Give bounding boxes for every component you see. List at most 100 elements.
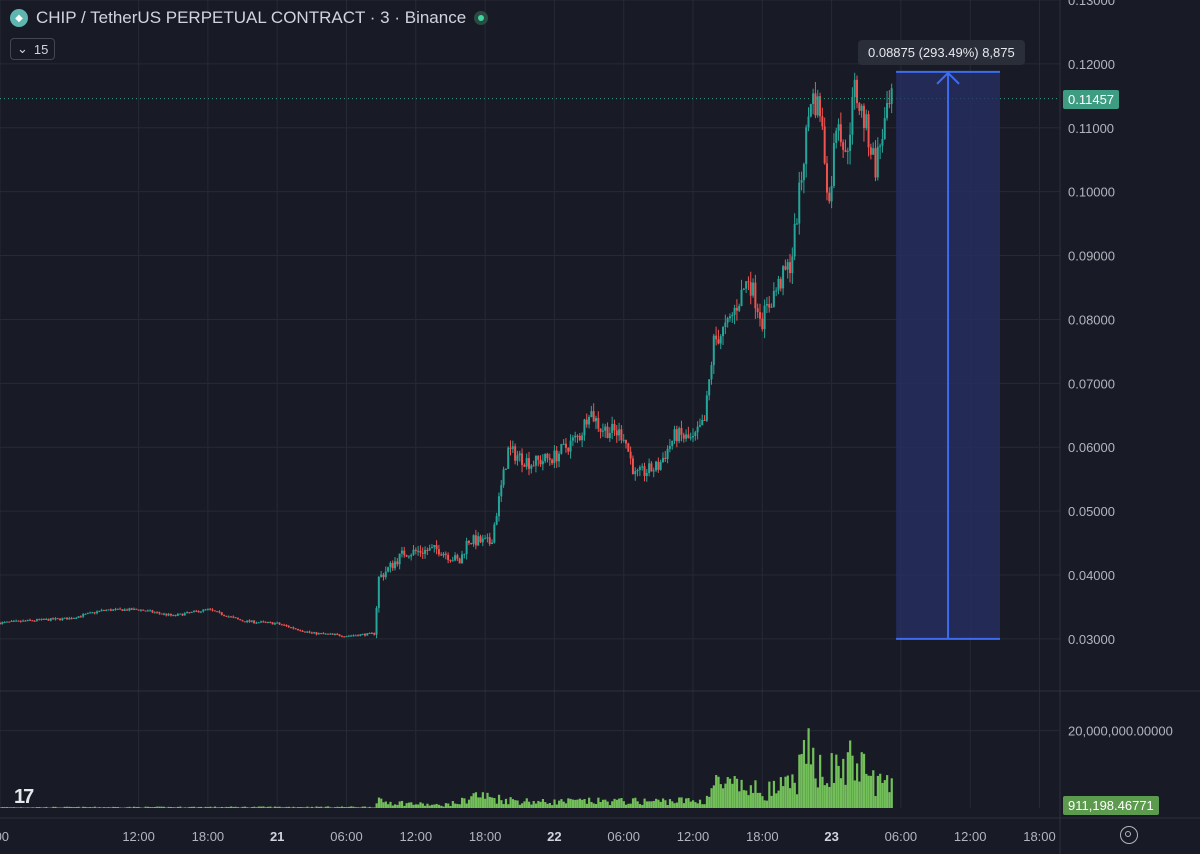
candle-body	[872, 148, 875, 155]
volume-bar	[114, 806, 117, 808]
candle-body	[442, 553, 445, 556]
volume-bar	[437, 804, 441, 808]
candle-body	[830, 186, 833, 202]
candle-body	[218, 611, 221, 613]
candle-body	[491, 542, 494, 545]
volume-bar	[812, 747, 815, 808]
candle-body	[248, 620, 251, 622]
candle-body	[144, 610, 147, 612]
candle-body	[209, 608, 212, 610]
candle-body	[493, 524, 496, 543]
volume-bar	[544, 802, 547, 808]
candle-body	[315, 632, 318, 635]
candle-body	[786, 262, 789, 270]
candle-body	[246, 620, 249, 623]
volume-bar	[188, 806, 191, 808]
market-status-icon[interactable]	[474, 11, 489, 25]
candle-body	[160, 613, 163, 615]
measure-arrow-head	[936, 71, 960, 85]
volume-bar	[488, 796, 491, 808]
candle-body	[290, 627, 293, 629]
volume-bar	[835, 754, 838, 808]
candle-body	[518, 453, 521, 456]
candle-body	[537, 455, 540, 460]
volume-bar	[82, 806, 85, 808]
gear-icon[interactable]	[1120, 826, 1138, 844]
candle-body	[414, 549, 417, 552]
candle-body	[435, 545, 438, 550]
volume-bar	[800, 753, 803, 808]
volume-bar	[673, 803, 676, 808]
candle-body	[865, 114, 868, 129]
volume-bar	[532, 801, 535, 808]
tradingview-logo[interactable]: 17	[14, 786, 34, 808]
candle-body	[798, 182, 801, 224]
candle-body	[558, 453, 561, 462]
candle-body	[232, 616, 235, 618]
candle-body	[156, 612, 159, 614]
candle-body	[52, 618, 55, 620]
volume-bar	[186, 807, 189, 808]
volume-bar	[560, 799, 563, 808]
volume-bar	[223, 807, 226, 808]
candle-body	[303, 631, 306, 633]
volume-bar	[601, 799, 605, 808]
candle-body	[424, 549, 427, 554]
candle-body	[387, 567, 390, 572]
volume-tick-label: 20,000,000.00000	[1068, 724, 1173, 739]
volume-bar	[599, 801, 602, 808]
candle-body	[839, 124, 842, 143]
candle-body	[68, 618, 71, 620]
volume-bar	[440, 805, 443, 808]
price-tick-label: 0.11000	[1068, 121, 1114, 136]
volume-bar	[1, 807, 4, 808]
candle-body	[352, 635, 355, 637]
candle-body	[130, 608, 133, 610]
candle-body	[24, 620, 27, 622]
candle-body	[225, 615, 228, 617]
volume-bar	[849, 740, 852, 808]
volume-bar	[733, 776, 736, 808]
candle-body	[615, 430, 618, 436]
volume-bar	[156, 806, 159, 808]
candle-body	[685, 434, 688, 439]
volume-bar	[290, 807, 293, 808]
volume-bar	[206, 807, 210, 808]
volume-bar	[456, 803, 459, 808]
volume-bar	[890, 778, 893, 808]
volume-bar	[756, 792, 759, 808]
symbol-title[interactable]: CHIP / TetherUS PERPETUAL CONTRACT · 3 ·…	[36, 8, 467, 27]
volume-bar	[608, 805, 612, 808]
candle-body	[782, 266, 785, 289]
candle-body	[3, 621, 6, 623]
candle-body	[345, 636, 348, 638]
candle-body	[47, 618, 50, 621]
candle-body	[84, 613, 87, 615]
volume-bar	[463, 798, 466, 808]
volume-bar	[241, 806, 244, 808]
candle-body	[260, 621, 263, 623]
volume-bar	[285, 806, 288, 808]
volume-bar	[352, 806, 355, 808]
candle-body	[45, 618, 48, 620]
volume-bar	[345, 807, 348, 808]
candle-body	[511, 446, 514, 449]
price-tick-label: 0.12000	[1068, 57, 1115, 72]
candle-body	[430, 547, 433, 549]
candle-body	[837, 124, 840, 131]
volume-bar	[264, 807, 267, 808]
candle-body	[886, 103, 889, 119]
candle-body	[91, 612, 94, 614]
candle-body	[860, 105, 863, 111]
candle-body	[710, 365, 713, 380]
volume-bar	[132, 806, 136, 808]
candle-body	[643, 466, 646, 476]
volume-bar	[571, 799, 575, 808]
candle-body	[271, 622, 274, 625]
volume-bar	[816, 787, 819, 808]
volume-bar	[338, 807, 341, 808]
interval-button[interactable]: ⌄ 15	[10, 38, 56, 60]
volume-bar	[276, 806, 279, 808]
candle-body	[370, 632, 373, 634]
